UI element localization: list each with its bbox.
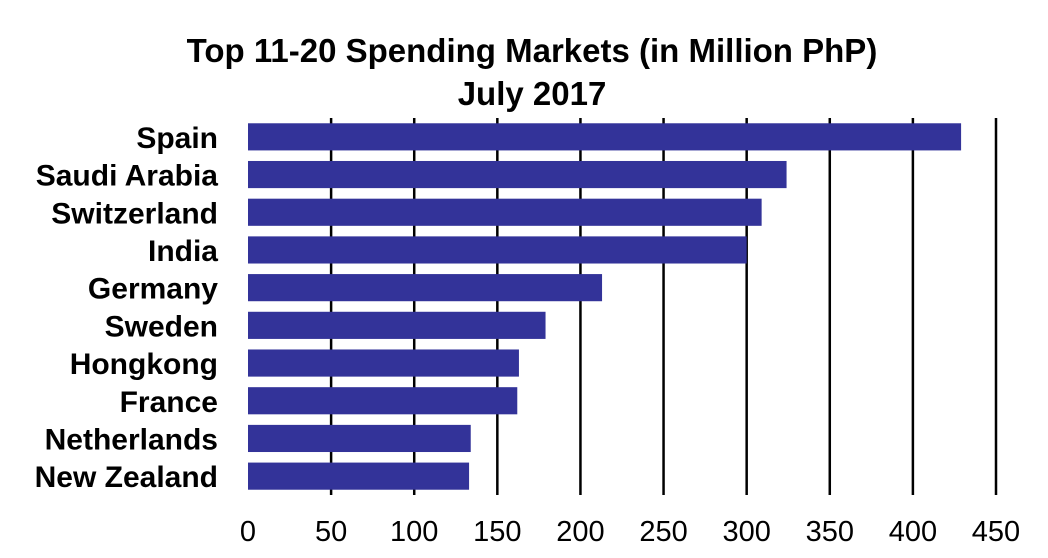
bar [248, 462, 470, 490]
bar [248, 311, 546, 339]
bar [248, 274, 603, 302]
bar [248, 387, 518, 415]
category-label: India [148, 235, 218, 268]
x-tick-label: 350 [806, 516, 854, 548]
x-tick-label: 250 [639, 516, 687, 548]
x-tick-label: 400 [889, 516, 937, 548]
category-label: France [120, 386, 218, 419]
category-label: Germany [88, 273, 218, 306]
category-label: Saudi Arabia [36, 160, 219, 193]
x-tick-label: 50 [315, 516, 347, 548]
category-labels: Spain Saudi Arabia Switzerland India Germany… [35, 122, 219, 494]
bar [248, 236, 747, 264]
bar [248, 123, 962, 151]
category-label: Netherlands [45, 423, 218, 456]
x-tick-label: 300 [722, 516, 770, 548]
bars [248, 123, 962, 490]
x-tick-label: 200 [556, 516, 604, 548]
category-label: Spain [136, 122, 218, 155]
x-tick-label: 0 [240, 516, 256, 548]
x-tick-label: 150 [473, 516, 521, 548]
x-tick-label: 100 [390, 516, 438, 548]
chart-subtitle: July 2017 [458, 75, 607, 112]
category-label: Switzerland [51, 197, 218, 230]
bar [248, 424, 471, 453]
bar [248, 160, 787, 189]
x-axis-tick-labels: 0 50 100 150 200 250 300 350 400 450 [240, 516, 1020, 548]
bar [248, 198, 762, 226]
category-label: Hongkong [70, 348, 218, 381]
chart-title: Top 11-20 Spending Markets (in Million P… [187, 32, 878, 69]
category-label: Sweden [105, 310, 218, 343]
x-tick-label: 450 [972, 516, 1020, 548]
category-label: New Zealand [35, 461, 218, 494]
bar [248, 349, 519, 377]
